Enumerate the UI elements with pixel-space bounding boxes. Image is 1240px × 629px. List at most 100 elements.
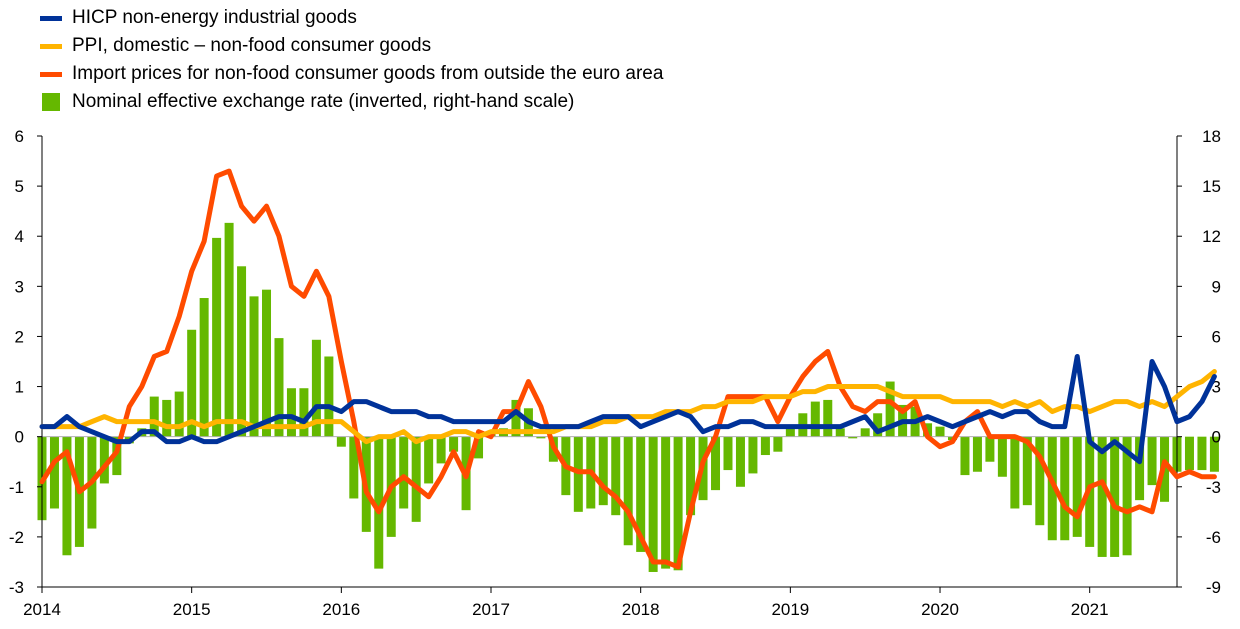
neer-bar bbox=[1097, 436, 1107, 557]
neer-bar bbox=[424, 436, 434, 484]
import-prices-line bbox=[39, 168, 1217, 570]
neer-bar bbox=[673, 436, 683, 571]
neer-bar bbox=[785, 428, 795, 437]
neer-bar bbox=[985, 436, 995, 462]
neer-bar bbox=[411, 436, 421, 522]
neer-bar bbox=[474, 436, 484, 459]
neer-bar bbox=[573, 436, 583, 512]
right-tick-label: 9 bbox=[1212, 277, 1221, 296]
neer-bar bbox=[686, 436, 696, 516]
left-tick-label: 3 bbox=[15, 277, 24, 296]
neer-bar bbox=[536, 436, 546, 439]
neer-bar bbox=[972, 436, 982, 472]
left-tick-label: 6 bbox=[15, 127, 24, 146]
neer-bar bbox=[611, 436, 621, 516]
neer-bar bbox=[1022, 436, 1032, 506]
neer-bar bbox=[1184, 436, 1194, 471]
neer-bar bbox=[1209, 436, 1219, 472]
neer-bar bbox=[636, 436, 646, 552]
left-tick-label: 1 bbox=[15, 378, 24, 397]
left-tick-label: 2 bbox=[15, 327, 24, 346]
legend: HICP non-energy industrial goods PPI, do… bbox=[40, 4, 663, 116]
neer-bar bbox=[187, 329, 197, 437]
neer-bar bbox=[511, 399, 521, 437]
neer-bar bbox=[748, 436, 758, 474]
neer-bar bbox=[1072, 436, 1082, 537]
neer-bar bbox=[773, 436, 783, 452]
neer-bar bbox=[249, 296, 259, 437]
legend-item-ppi: PPI, domestic – non-food consumer goods bbox=[40, 32, 663, 60]
neer-bar bbox=[848, 436, 858, 439]
neer-bar bbox=[1197, 436, 1207, 471]
right-tick-label: -3 bbox=[1206, 478, 1221, 497]
neer-bar bbox=[349, 436, 359, 499]
neer-bar bbox=[835, 428, 845, 437]
neer-bar bbox=[935, 426, 945, 437]
legend-label-ppi: PPI, domestic – non-food consumer goods bbox=[72, 35, 432, 56]
neer-bar bbox=[436, 436, 446, 464]
legend-label-import-prices: Import prices for non-food consumer good… bbox=[72, 63, 664, 84]
legend-swatch-ppi bbox=[40, 43, 62, 49]
legend-swatch-import-prices bbox=[40, 71, 62, 77]
neer-bar bbox=[199, 298, 209, 437]
neer-bar bbox=[1122, 436, 1132, 556]
neer-bar bbox=[99, 436, 109, 484]
legend-label-neer: Nominal effective exchange rate (inverte… bbox=[72, 91, 575, 112]
neer-bar bbox=[286, 388, 296, 437]
neer-bar bbox=[735, 436, 745, 487]
x-tick-label: 2015 bbox=[173, 600, 211, 619]
legend-item-neer: Nominal effective exchange rate (inverte… bbox=[40, 88, 663, 116]
right-tick-label: 12 bbox=[1202, 227, 1221, 246]
neer-bar bbox=[336, 436, 346, 447]
legend-swatch-neer bbox=[42, 93, 60, 111]
neer-bar bbox=[399, 436, 409, 509]
neer-bar bbox=[224, 222, 234, 437]
neer-bar bbox=[162, 399, 172, 437]
right-tick-label: -6 bbox=[1206, 528, 1221, 547]
x-tick-label: 2018 bbox=[622, 600, 660, 619]
neer-bar bbox=[885, 381, 895, 437]
neer-bar bbox=[374, 436, 384, 569]
neer-bar bbox=[237, 266, 247, 437]
right-tick-label: 3 bbox=[1212, 378, 1221, 397]
neer-bar bbox=[1047, 436, 1057, 541]
left-tick-label: -2 bbox=[9, 528, 24, 547]
neer-bar bbox=[262, 289, 272, 437]
neer-bar bbox=[873, 413, 883, 437]
neer-bar bbox=[149, 396, 159, 437]
left-tick-label: -3 bbox=[9, 578, 24, 597]
neer-bar bbox=[760, 436, 770, 456]
x-tick-label: 2019 bbox=[771, 600, 809, 619]
left-tick-label: 5 bbox=[15, 177, 24, 196]
right-tick-label: 18 bbox=[1202, 127, 1221, 146]
neer-bar bbox=[112, 436, 122, 476]
neer-bar bbox=[648, 436, 658, 572]
neer-bar bbox=[1035, 436, 1045, 526]
neer-bar bbox=[274, 338, 284, 437]
legend-item-hicp: HICP non-energy industrial goods bbox=[40, 4, 663, 32]
right-tick-label: 0 bbox=[1212, 428, 1221, 447]
neer-bar bbox=[62, 436, 72, 556]
legend-swatch-hicp bbox=[40, 15, 62, 21]
neer-bar bbox=[449, 436, 459, 452]
neer-bar bbox=[711, 436, 721, 491]
neer-bar bbox=[212, 237, 222, 437]
hicp-line bbox=[39, 353, 1217, 465]
x-tick-label: 2020 bbox=[921, 600, 959, 619]
x-tick-label: 2014 bbox=[23, 600, 61, 619]
legend-item-import-prices: Import prices for non-food consumer good… bbox=[40, 60, 663, 88]
neer-bar bbox=[623, 436, 633, 546]
right-tick-label: 15 bbox=[1202, 177, 1221, 196]
neer-bar bbox=[1110, 436, 1120, 557]
left-tick-label: -1 bbox=[9, 478, 24, 497]
neer-bar bbox=[174, 391, 184, 437]
neer-bar bbox=[324, 356, 334, 437]
neer-bar bbox=[997, 436, 1007, 477]
neer-bar bbox=[299, 388, 309, 437]
neer-bar bbox=[661, 436, 671, 569]
neer-bar bbox=[723, 436, 733, 471]
x-tick-label: 2017 bbox=[472, 600, 510, 619]
neer-bar bbox=[1010, 436, 1020, 509]
